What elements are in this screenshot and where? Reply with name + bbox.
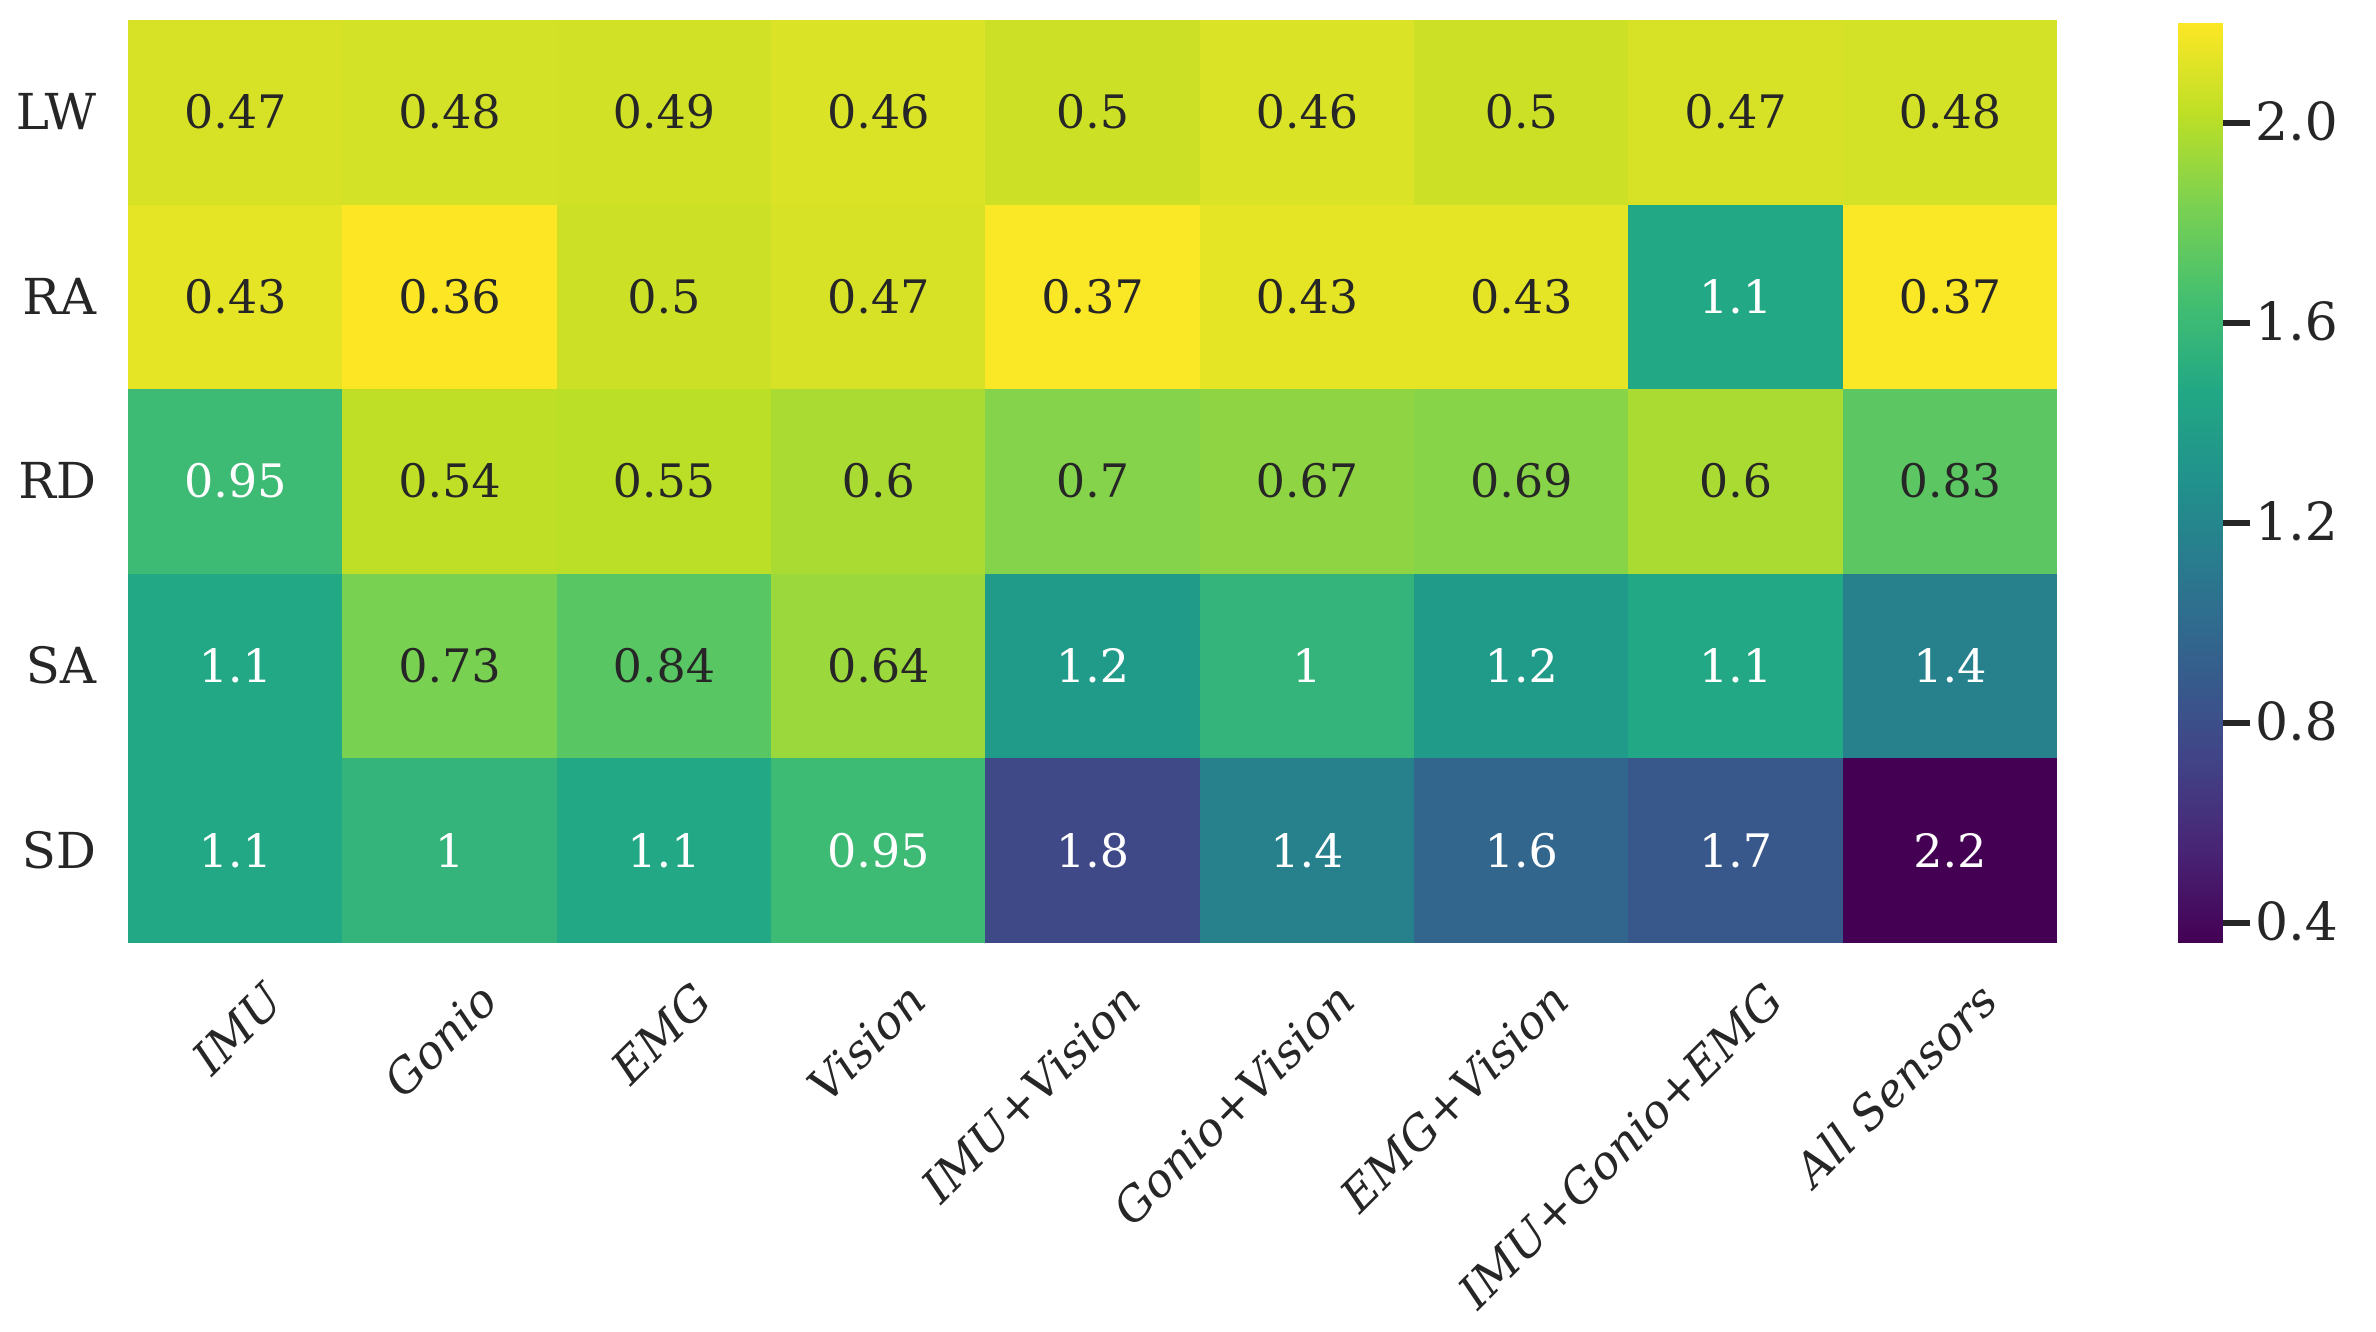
colorbar-gradient (2178, 23, 2223, 943)
y-axis-labels: LW RA RD SA SD (0, 20, 108, 943)
heatmap-cell: 0.36 (342, 204, 557, 390)
heatmap-cell: 0.5 (1413, 20, 1629, 205)
colorbar-tick-mark (2223, 320, 2250, 326)
x-label: Vision (797, 973, 937, 1113)
colorbar-tick-label: 0.4 (2255, 893, 2338, 953)
heatmap-cell: 1 (1199, 573, 1414, 759)
heatmap-cell: 1.2 (1413, 573, 1629, 759)
colorbar-tick-label: 1.6 (2255, 293, 2338, 353)
x-label: IMU+Vision (910, 973, 1151, 1213)
heatmap-cell: 1.1 (128, 758, 343, 943)
row-label: SA (25, 637, 96, 696)
colorbar-tick-label: 2.0 (2255, 93, 2338, 153)
heatmap-cell: 0.84 (556, 573, 771, 759)
heatmap-cell: 2.2 (1842, 758, 2057, 943)
heatmap-cell: 1.8 (985, 758, 1200, 943)
heatmap-cell: 0.83 (1842, 389, 2057, 574)
heatmap-cell: 1.4 (1842, 573, 2057, 759)
heatmap-cell: 0.47 (770, 204, 986, 390)
heatmap-cell: 1.1 (1628, 204, 1843, 390)
heatmap-cell: 1.1 (556, 758, 771, 943)
heatmap-cell: 1.6 (1413, 758, 1629, 943)
x-label: All Sensors (1784, 973, 2009, 1197)
heatmap-cell: 1.2 (985, 573, 1200, 759)
heatmap-cell: 0.5 (556, 204, 771, 390)
heatmap-cell: 0.46 (770, 20, 986, 205)
heatmap-cell: 0.37 (1842, 204, 2057, 390)
heatmap-cell: 0.6 (1628, 389, 1843, 574)
colorbar-tick-mark (2223, 920, 2250, 926)
heatmap-cell: 0.48 (1842, 20, 2057, 205)
heatmap-cell: 0.67 (1199, 389, 1414, 574)
heatmap-cell: 0.55 (556, 389, 771, 574)
heatmap-cell: 1.1 (128, 573, 343, 759)
colorbar-tick-mark (2223, 720, 2250, 726)
x-label: Gonio (372, 973, 508, 1108)
heatmap-cell: 0.95 (128, 389, 343, 574)
heatmap-grid: 0.47 0.48 0.49 0.46 0.5 0.46 0.5 0.47 0.48 0.43 0.… (128, 20, 2057, 943)
heatmap-cell: 1.4 (1199, 758, 1414, 943)
heatmap-cell: 1 (342, 758, 557, 943)
heatmap-cell: 1.1 (1628, 573, 1843, 759)
heatmap-cell: 0.95 (770, 758, 986, 943)
heatmap-cell: 0.48 (342, 20, 557, 205)
colorbar-tick-mark (2223, 120, 2250, 126)
heatmap-cell: 0.43 (1199, 204, 1414, 390)
heatmap-cell: 0.64 (770, 573, 986, 759)
heatmap-cell: 0.69 (1413, 389, 1629, 574)
heatmap-cell: 0.47 (1628, 20, 1843, 205)
heatmap-cell: 0.54 (342, 389, 557, 574)
row-label: SD (21, 821, 96, 880)
heatmap-cell: 1.7 (1628, 758, 1843, 943)
colorbar-tick-mark (2223, 520, 2250, 526)
x-label: EMG (600, 973, 723, 1095)
row-label: RA (22, 267, 96, 326)
heatmap-cell: 0.43 (1413, 204, 1629, 390)
row-label: LW (15, 83, 96, 142)
heatmap-cell: 0.46 (1199, 20, 1414, 205)
row-label: RD (18, 452, 96, 511)
heatmap-cell: 0.5 (985, 20, 1200, 205)
x-label: IMU (181, 973, 294, 1085)
colorbar-tick-label: 1.2 (2255, 493, 2338, 553)
colorbar-tick-label: 0.8 (2255, 693, 2338, 753)
heatmap-cell: 0.49 (556, 20, 771, 205)
heatmap-cell: 0.7 (985, 389, 1200, 574)
heatmap-cell: 0.37 (985, 204, 1200, 390)
heatmap-cell: 0.6 (770, 389, 986, 574)
heatmap-cell: 0.73 (342, 573, 557, 759)
heatmap-cell: 0.43 (128, 204, 343, 390)
heatmap-cell: 0.47 (128, 20, 343, 205)
